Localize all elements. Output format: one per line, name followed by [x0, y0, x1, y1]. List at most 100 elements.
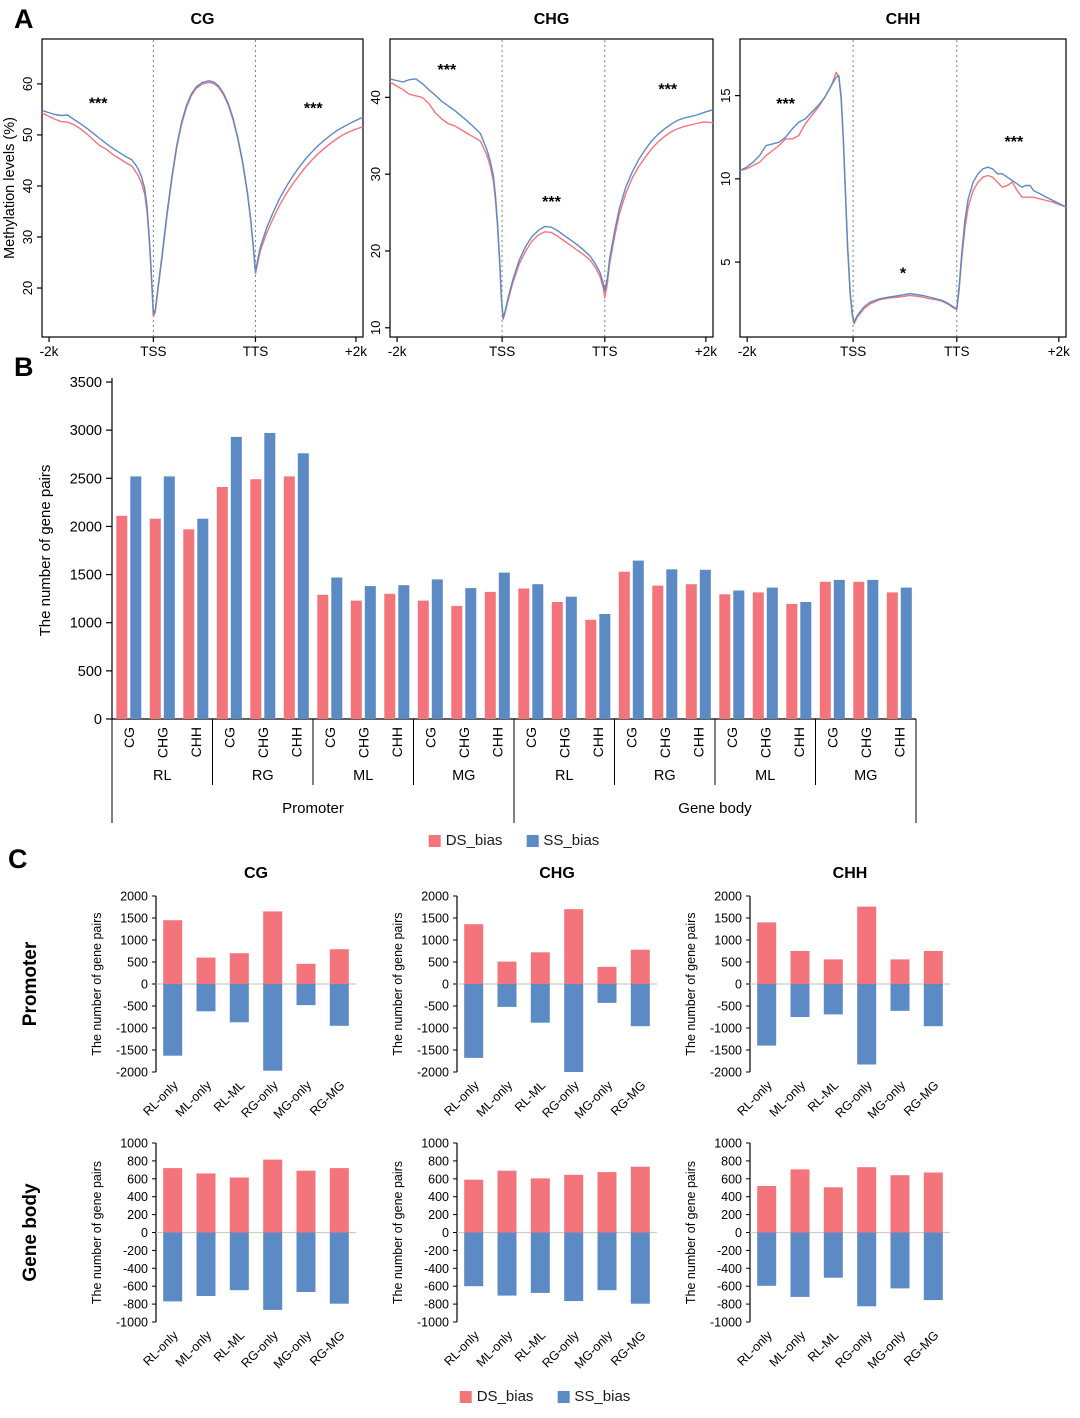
x-category-label: MG-only: [865, 1078, 909, 1122]
panel-a-letter: A: [14, 4, 34, 34]
ss-bias-bar: [823, 984, 843, 1015]
y-tick-label: 800: [428, 1154, 449, 1168]
x-category-label: RG-MG: [901, 1328, 941, 1368]
y-tick-label: -1500: [417, 1044, 449, 1058]
ss-bias-bar: [464, 984, 484, 1058]
y-tick-label: 50: [20, 128, 35, 142]
ds-bias-bar: [857, 906, 877, 984]
ds-bias-bar: [857, 1167, 877, 1233]
y-tick-label: -2000: [417, 1066, 449, 1080]
y-tick-label: 20: [368, 244, 383, 258]
ds-bias-label: DS_bias: [445, 832, 503, 849]
ds-bias-bar: [384, 593, 396, 719]
ss-bias-bar: [297, 453, 309, 719]
x-category-label: ML-only: [474, 1078, 516, 1120]
y-tick-label: 1000: [120, 1137, 148, 1151]
ss-bias-bar: [130, 476, 142, 719]
ds-bias-bar: [790, 951, 810, 984]
y-tick-label: 15: [718, 88, 733, 102]
line-chart-CG: CG 20 30 40 50 60 -2k TSS TTS +2k *** ***: [20, 11, 367, 359]
y-tick-label: 2000: [714, 890, 742, 904]
context-label: CHH: [891, 727, 907, 757]
y-tick-label: 2000: [421, 890, 449, 904]
series-line-red: [739, 71, 1067, 325]
ds-bias-bar: [530, 1178, 550, 1233]
y-tick-label: 40: [20, 179, 35, 193]
diverging-bar-chart-Gene-body-CHG: 1000 800 600 400 200 0 -200 -400 -600 -800 -1000 Th…: [391, 1137, 657, 1372]
significance-stars: ***: [1004, 134, 1023, 151]
y-tick-label: -500: [123, 1000, 148, 1014]
y-tick-label: 600: [721, 1172, 742, 1186]
ss-bias-bar: [766, 587, 778, 719]
ss-bias-bar: [833, 579, 845, 719]
ss-bias-bar: [800, 602, 812, 719]
ds-bias-bar: [149, 518, 161, 719]
ss-bias-bar: [597, 984, 617, 1003]
y-axis-label: The number of gene pairs: [90, 1161, 104, 1304]
y-tick-label: -2000: [710, 1066, 742, 1080]
ds-bias-bar: [464, 924, 484, 984]
x-category-label: MG-only: [572, 1328, 616, 1372]
ss-bias-bar: [398, 585, 410, 719]
group-label: ML: [353, 768, 373, 784]
ss-bias-bar: [890, 1232, 910, 1289]
y-tick-label: 5: [718, 258, 733, 265]
ds-bias-bar: [823, 959, 843, 984]
ss-bias-bar: [197, 518, 209, 719]
y-tick-label: 200: [127, 1208, 148, 1222]
row-label: Promoter: [20, 941, 41, 1026]
diverging-bar-chart-Gene-body-CG: 1000 800 600 400 200 0 -200 -400 -600 -800 -1000 Th…: [90, 1137, 356, 1372]
group-label: ML: [755, 768, 775, 784]
ds-bias-bar: [786, 603, 798, 719]
ss-bias-bar: [890, 984, 910, 1011]
y-tick-label: 1000: [70, 616, 102, 632]
ds-bias-bar: [923, 1172, 943, 1233]
panel-b-letter: B: [14, 352, 34, 382]
row-label: Gene body: [20, 1183, 41, 1282]
group-label: RL: [153, 768, 172, 784]
x-tick-label: -2k: [388, 344, 407, 359]
diverging-bar-chart-Promoter-CHH: CHH 2000 1500 1000 500 0 -500 -1000 -1500 -2000 Th…: [684, 865, 950, 1122]
context-label: CG: [322, 727, 338, 748]
ds-bias-bar: [530, 952, 550, 984]
x-category-label: ML-only: [767, 1078, 809, 1120]
group-label: RG: [654, 768, 676, 784]
ds-bias-bar: [685, 584, 697, 719]
ss-bias-bar: [733, 590, 745, 719]
series-line-blue: [41, 80, 364, 316]
ss-bias-bar: [599, 614, 611, 719]
context-label: CHH: [590, 727, 606, 757]
y-tick-label: 1500: [120, 912, 148, 926]
ds-bias-bar: [819, 581, 831, 719]
y-tick-label: 600: [428, 1172, 449, 1186]
ds-bias-bar: [317, 594, 329, 719]
ds-bias-bar: [417, 600, 429, 719]
y-tick-label: 1500: [70, 568, 102, 584]
y-tick-label: -1000: [710, 1316, 742, 1330]
ss-bias-bar: [263, 984, 283, 1071]
x-category-label: MG-only: [271, 1078, 315, 1122]
y-axis-label: The number of gene pairs: [684, 912, 698, 1055]
y-tick-label: 30: [20, 230, 35, 244]
y-tick-label: -1000: [417, 1316, 449, 1330]
y-tick-label: 1000: [421, 1137, 449, 1151]
panel-c-legend: DS_bias SS_bias: [459, 1388, 630, 1405]
ss-bias-bar: [900, 587, 912, 719]
y-tick-label: -800: [123, 1298, 148, 1312]
ds-bias-bar: [652, 585, 664, 719]
ss-bias-bar: [790, 1232, 810, 1297]
ds-bias-bar: [263, 911, 283, 984]
plot-box: [389, 38, 714, 338]
ds-bias-bar: [183, 529, 195, 719]
y-tick-label: 0: [442, 978, 449, 992]
context-label: CHG: [355, 727, 371, 758]
y-tick-label: -400: [424, 1262, 449, 1276]
context-label: CG: [121, 727, 137, 748]
y-tick-label: -800: [717, 1298, 742, 1312]
y-tick-label: -400: [717, 1262, 742, 1276]
ss-bias-bar: [630, 1232, 650, 1304]
y-tick-label: 400: [127, 1190, 148, 1204]
diverging-bar-chart-Gene-body-CHH: 1000 800 600 400 200 0 -200 -400 -600 -800 -1000 Th…: [684, 1137, 950, 1372]
